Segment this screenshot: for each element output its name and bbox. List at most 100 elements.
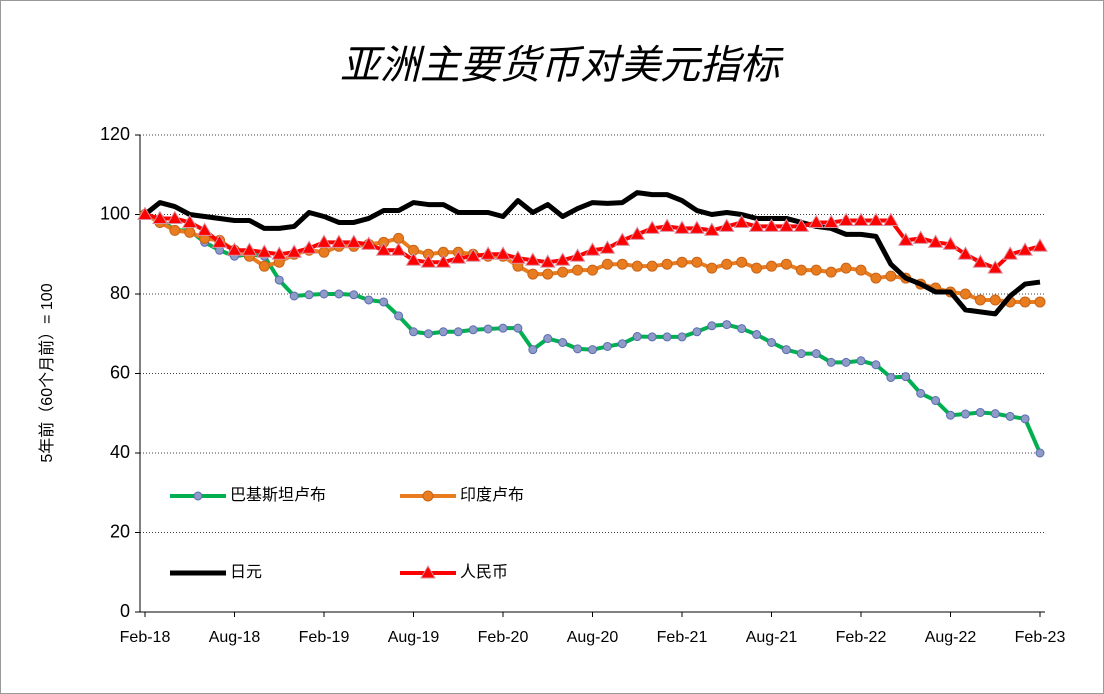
point [987, 260, 1004, 274]
point [778, 218, 795, 232]
point [897, 232, 914, 246]
point [528, 345, 538, 355]
point [394, 311, 404, 321]
point [390, 242, 407, 256]
point [360, 236, 377, 250]
point [318, 246, 330, 258]
point [931, 396, 941, 406]
point [901, 372, 911, 382]
point [840, 262, 852, 274]
point [498, 323, 508, 333]
point [304, 290, 314, 300]
legend-marker [193, 491, 203, 501]
point [733, 214, 750, 228]
point [602, 341, 612, 351]
point [601, 258, 613, 270]
legend-label: 日元 [230, 564, 262, 581]
legend-marker [420, 565, 436, 579]
point [662, 332, 672, 342]
point [558, 337, 568, 347]
point [707, 321, 717, 331]
point [856, 356, 866, 366]
point [722, 320, 732, 330]
point [691, 256, 703, 268]
point [959, 288, 971, 300]
x-tick-label: Aug-21 [746, 629, 798, 646]
x-tick-label: Feb-23 [1015, 629, 1066, 646]
point [631, 260, 643, 272]
point [1020, 414, 1030, 424]
point [659, 218, 675, 232]
point [825, 266, 837, 278]
point [539, 254, 556, 268]
point [319, 289, 329, 299]
point [409, 327, 418, 337]
point [554, 252, 571, 266]
point [274, 275, 284, 285]
y-tick-label: 40 [110, 442, 130, 462]
point [781, 345, 791, 355]
point [823, 214, 840, 228]
series [143, 190, 1041, 317]
point [468, 325, 478, 335]
point [527, 268, 539, 280]
point [942, 236, 959, 250]
point [721, 258, 733, 270]
point [573, 344, 583, 354]
x-tick-label: Aug-19 [388, 629, 440, 646]
point [1035, 448, 1045, 458]
point [912, 230, 929, 244]
point [137, 206, 153, 220]
point [1032, 238, 1048, 252]
point [990, 409, 1000, 419]
point [885, 270, 897, 282]
point [763, 218, 780, 232]
point [718, 218, 735, 232]
point [927, 234, 944, 248]
x-tick-label: Aug-18 [209, 629, 261, 646]
point [692, 327, 702, 337]
point [572, 264, 584, 276]
y-tick-label: 100 [100, 203, 130, 223]
point [569, 248, 586, 262]
point [975, 407, 985, 417]
point [766, 260, 777, 272]
point [870, 272, 882, 284]
x-tick-label: Aug-22 [925, 629, 977, 646]
point [629, 226, 646, 240]
point [1017, 242, 1033, 256]
point [226, 242, 243, 256]
point [737, 324, 747, 334]
point [510, 250, 526, 264]
y-tick-label: 60 [110, 362, 130, 382]
point [617, 339, 627, 349]
point [393, 232, 405, 244]
point [375, 242, 392, 256]
point [795, 264, 807, 276]
y-tick-label: 0 [120, 601, 130, 621]
series [137, 206, 1048, 274]
point [480, 246, 496, 260]
legend-label: 人民币 [460, 563, 508, 581]
series [140, 210, 1045, 458]
point [767, 337, 776, 347]
point [289, 291, 299, 301]
point [258, 260, 270, 272]
y-tick-label: 120 [100, 124, 130, 144]
point [808, 214, 825, 228]
point [524, 252, 541, 266]
point [616, 258, 628, 270]
point [587, 264, 598, 276]
point [301, 240, 317, 254]
point [793, 218, 810, 232]
legend-label: 巴基斯坦卢布 [230, 486, 326, 504]
legend-label: 印度卢布 [460, 486, 524, 504]
point [838, 212, 854, 226]
point [826, 357, 836, 367]
point [438, 327, 448, 337]
point [886, 372, 896, 382]
point [420, 254, 437, 268]
point [271, 246, 288, 260]
